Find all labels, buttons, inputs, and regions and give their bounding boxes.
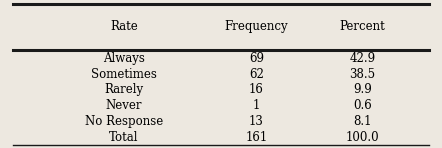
Text: Rate: Rate xyxy=(110,20,137,33)
Text: Rarely: Rarely xyxy=(104,83,143,96)
Text: Sometimes: Sometimes xyxy=(91,67,157,81)
Text: 42.9: 42.9 xyxy=(349,52,376,65)
Text: Total: Total xyxy=(109,131,138,144)
Text: Frequency: Frequency xyxy=(225,20,288,33)
Text: Percent: Percent xyxy=(339,20,385,33)
Text: 161: 161 xyxy=(245,131,267,144)
Text: 16: 16 xyxy=(249,83,264,96)
Text: 8.1: 8.1 xyxy=(353,115,372,128)
Text: No Response: No Response xyxy=(84,115,163,128)
Text: 1: 1 xyxy=(253,99,260,112)
Text: Always: Always xyxy=(103,52,145,65)
Text: 9.9: 9.9 xyxy=(353,83,372,96)
Text: 69: 69 xyxy=(249,52,264,65)
Text: 62: 62 xyxy=(249,67,264,81)
Text: 38.5: 38.5 xyxy=(349,67,376,81)
Text: 0.6: 0.6 xyxy=(353,99,372,112)
Text: 13: 13 xyxy=(249,115,264,128)
Text: Never: Never xyxy=(106,99,142,112)
Text: 100.0: 100.0 xyxy=(346,131,379,144)
